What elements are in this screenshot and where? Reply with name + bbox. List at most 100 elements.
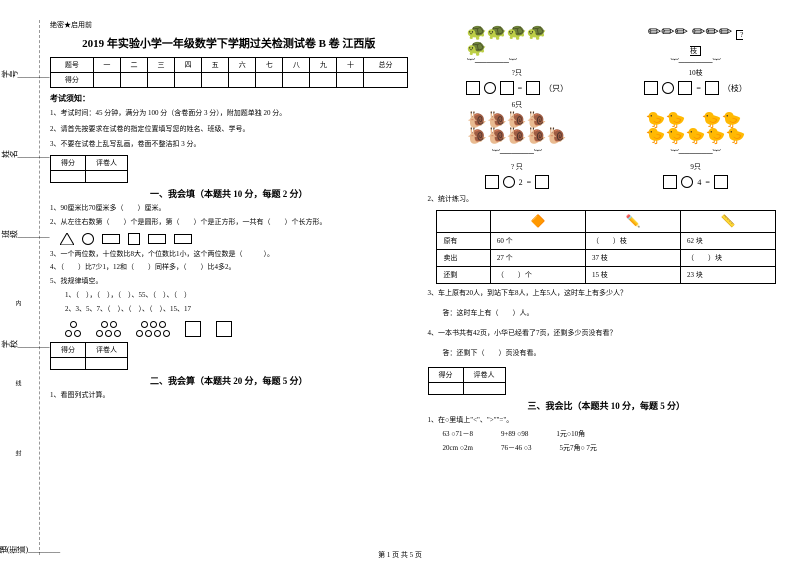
grader-table-3: 得分评卷人 bbox=[428, 367, 506, 395]
grader-table-2: 得分评卷人 bbox=[50, 342, 128, 370]
rect-icon-1 bbox=[102, 234, 120, 244]
score-header-row: 题号 一 二 三 四 五 六 七 八 九 十 总分 bbox=[51, 58, 408, 73]
image-row-2: 6只 🐌🐌🐌🐌🐌🐌🐌🐌🐌 ︸──────︸ ? 只 2= 🐤🐤 🐤🐤🐤🐤🐤🐤🐤 … bbox=[428, 100, 786, 189]
rect-icon-3 bbox=[174, 234, 192, 244]
snail-q-label: ? 只 bbox=[511, 162, 523, 172]
s1-q5: 5、找规律填空。 bbox=[50, 276, 408, 288]
left-column: 绝密★启用前 2019 年实验小学一年级数学下学期过关检测试卷 B 卷 江西版 … bbox=[50, 20, 408, 555]
s1-q2: 2、从左往右数第（ ）个是圆形，第（ ）个是正方形，一共有（ ）个长方形。 bbox=[50, 217, 408, 229]
content-area: 绝密★启用前 2019 年实验小学一年级数学下学期过关检测试卷 B 卷 江西版 … bbox=[40, 20, 785, 555]
stats-row-3: 还剩 （ ）个 15 枝 23 块 bbox=[437, 266, 776, 283]
formula-1: =（只） bbox=[466, 81, 569, 95]
mt3-score: 得分 bbox=[428, 368, 463, 383]
s3-q1b: 20cm ○2m 76－46 ○3 5元7角○ 7元 bbox=[428, 443, 786, 455]
secret-label: 绝密★启用前 bbox=[50, 20, 408, 30]
right-column: 🐢🐢🐢🐢 🐢 ︸──────︸ ?只 =（只） ✏✏✏ ✏✏✏ ?枝 ︸────… bbox=[428, 20, 786, 555]
section-3-title: 三、我会比（本题共 10 分，每题 5 分） bbox=[428, 399, 786, 412]
s2-q4: 4、一本书共有42页，小华已经看了7页，还剩多少页没有看？ bbox=[428, 328, 786, 340]
pen-problem: ✏✏✏ ✏✏✏ ?枝 ︸──────︸ 10枝 =（枝） bbox=[644, 25, 747, 95]
triangle-icon bbox=[60, 233, 74, 245]
notice-2: 2、请首先按要求在试卷的指定位置填写您的姓名、班级、学号。 bbox=[50, 123, 408, 136]
rect-icon-2 bbox=[148, 234, 166, 244]
mt-grader: 评卷人 bbox=[86, 155, 128, 170]
th-2: 二 bbox=[120, 58, 147, 73]
s1-q3: 3、一个两位数，十位数比8大，个位数比1小，这个两位数是（ ）。 bbox=[50, 249, 408, 261]
th-8: 八 bbox=[283, 58, 310, 73]
binding-margin: 学号________ 姓名________ 班级________ 学校_____… bbox=[15, 20, 40, 555]
pattern-row bbox=[65, 321, 393, 337]
notice-title: 考试须知： bbox=[50, 93, 408, 104]
chick-total-label: 9只 bbox=[690, 162, 701, 172]
chick-icon: 🐤🐤 🐤🐤🐤🐤🐤🐤🐤 bbox=[646, 113, 746, 145]
s2-q3: 3、车上原有20人，到站下车8人，上车5人，这时车上有多少人？ bbox=[428, 288, 786, 300]
snail-problem: 6只 🐌🐌🐌🐌🐌🐌🐌🐌🐌 ︸──────︸ ? 只 2= bbox=[467, 100, 567, 189]
stats-row-1: 原有 60 个 （ ）枝 62 块 bbox=[437, 232, 776, 249]
s1-q4: 4、（ ）比7少1，12和（ ）同样多，（ ）比4多2。 bbox=[50, 262, 408, 274]
pattern-1 bbox=[65, 321, 81, 337]
s2-q4a: 答：还剩下（ ）页没有看。 bbox=[443, 348, 786, 360]
margin-dotted-3: 封 bbox=[13, 450, 22, 456]
mt2-score: 得分 bbox=[51, 343, 86, 358]
pattern-3 bbox=[136, 321, 170, 337]
pen-total-label: 10枝 bbox=[646, 68, 746, 78]
s3-q1: 1、在○里填上"<"、">""="。 bbox=[428, 415, 786, 427]
margin-label-class: 班级________ bbox=[2, 229, 50, 240]
score-label: 得分 bbox=[51, 73, 94, 88]
formula-2: =（枝） bbox=[644, 81, 747, 95]
pen-icon: ✏✏✏ ✏✏✏ ?枝 bbox=[646, 25, 746, 57]
image-row-1: 🐢🐢🐢🐢 🐢 ︸──────︸ ?只 =（只） ✏✏✏ ✏✏✏ ?枝 ︸────… bbox=[428, 25, 786, 95]
mt2-grader: 评卷人 bbox=[86, 343, 128, 358]
margin-label-name: 姓名________ bbox=[2, 149, 50, 160]
th-7: 七 bbox=[256, 58, 283, 73]
s1-q5b: 2、3、5、7、（ ）、（ ）、（ ）、15、17 bbox=[50, 304, 408, 316]
th-num: 题号 bbox=[51, 58, 94, 73]
margin-dotted-2: 线 bbox=[13, 380, 22, 386]
snail-icon: 🐌🐌🐌🐌🐌🐌🐌🐌🐌 bbox=[467, 113, 567, 145]
circle-icon bbox=[82, 233, 94, 245]
snail-total-label: 6只 bbox=[512, 100, 523, 110]
sharpener-icon: 🔶 bbox=[490, 210, 585, 232]
th-1: 一 bbox=[93, 58, 120, 73]
notice-1: 1、考试时间：45 分钟，满分为 100 分（含卷面分 3 分），附加题单独 2… bbox=[50, 107, 408, 120]
s1-q1: 1、90厘米比70厘米多（ ）厘米。 bbox=[50, 203, 408, 215]
score-table: 题号 一 二 三 四 五 六 七 八 九 十 总分 得分 bbox=[50, 57, 408, 88]
th-total: 总分 bbox=[364, 58, 407, 73]
pattern-blank-2 bbox=[216, 321, 232, 337]
formula-4: 4= bbox=[663, 175, 728, 189]
margin-label-id: 学号________ bbox=[2, 69, 50, 80]
th-5: 五 bbox=[202, 58, 229, 73]
exam-page: 学号________ 姓名________ 班级________ 学校_____… bbox=[0, 0, 800, 565]
shapes-row bbox=[60, 233, 398, 245]
square-icon bbox=[128, 233, 140, 245]
turtle-icon: 🐢🐢🐢🐢 🐢 bbox=[467, 25, 567, 57]
exam-title: 2019 年实验小学一年级数学下学期过关检测试卷 B 卷 江西版 bbox=[50, 35, 408, 51]
th-3: 三 bbox=[147, 58, 174, 73]
unit-zhi2: （枝） bbox=[723, 83, 747, 94]
formula-3: 2= bbox=[485, 175, 550, 189]
turtle-bracket: ︸──────︸ bbox=[467, 57, 567, 68]
stats-row-2: 卖出 27 个 37 枝 （ ）块 bbox=[437, 249, 776, 266]
pen-bracket: ︸──────︸ bbox=[646, 57, 746, 68]
chick-problem: 🐤🐤 🐤🐤🐤🐤🐤🐤🐤 ︸──────︸ 9只 4= bbox=[646, 113, 746, 189]
th-6: 六 bbox=[229, 58, 256, 73]
stats-table: 🔶 ✏️ 📏 原有 60 个 （ ）枝 62 块 卖出 27 个 37 枝 （ … bbox=[436, 210, 776, 284]
stats-icon-row: 🔶 ✏️ 📏 bbox=[437, 210, 776, 232]
s2-q1: 1、看图列式计算。 bbox=[50, 390, 408, 402]
margin-dotted-1: 内 bbox=[13, 300, 22, 306]
grader-table-1: 得分评卷人 bbox=[50, 155, 128, 183]
section-2-title: 二、我会算（本题共 20 分，每题 5 分） bbox=[50, 374, 408, 387]
pencil-icon: ✏️ bbox=[585, 210, 680, 232]
th-9: 九 bbox=[310, 58, 337, 73]
section-1-title: 一、我会填（本题共 10 分，每题 2 分） bbox=[50, 187, 408, 200]
pattern-2 bbox=[96, 321, 121, 337]
th-10: 十 bbox=[337, 58, 364, 73]
eraser-icon: 📏 bbox=[680, 210, 775, 232]
mt-score: 得分 bbox=[51, 155, 86, 170]
turtle-problem: 🐢🐢🐢🐢 🐢 ︸──────︸ ?只 =（只） bbox=[466, 25, 569, 95]
s1-q5a: 1、（ ），（ ），（ ）、55、（ ）、（ ） bbox=[50, 290, 408, 302]
margin-label-school: 学校________ bbox=[2, 339, 50, 350]
mt3-grader: 评卷人 bbox=[463, 368, 505, 383]
s2-q2: 2、统计练习。 bbox=[428, 194, 786, 206]
score-value-row: 得分 bbox=[51, 73, 408, 88]
turtle-q-label: ?只 bbox=[467, 68, 567, 78]
